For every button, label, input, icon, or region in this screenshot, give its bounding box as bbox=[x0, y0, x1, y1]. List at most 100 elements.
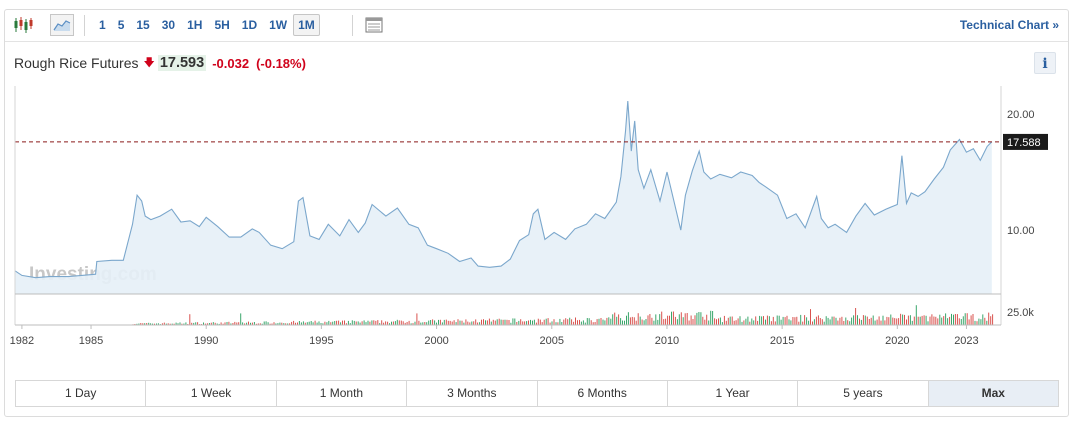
volume-bar bbox=[216, 323, 218, 325]
range-1-year[interactable]: 1 Year bbox=[668, 381, 799, 406]
volume-bar bbox=[504, 319, 506, 325]
volume-bar bbox=[976, 321, 978, 325]
volume-bar bbox=[424, 322, 426, 325]
volume-bar bbox=[347, 320, 349, 325]
volume-bar bbox=[385, 321, 387, 325]
interval-15[interactable]: 15 bbox=[136, 18, 150, 32]
volume-bar bbox=[508, 320, 510, 325]
volume-bar bbox=[220, 322, 222, 325]
volume-bar bbox=[649, 314, 651, 325]
volume-bar bbox=[784, 317, 786, 325]
volume-bar bbox=[806, 317, 808, 325]
volume-bar bbox=[322, 323, 324, 325]
interval-1h[interactable]: 1H bbox=[187, 18, 203, 32]
volume-bar bbox=[547, 318, 549, 325]
interval-1[interactable]: 1 bbox=[99, 18, 106, 32]
volume-bar bbox=[461, 320, 463, 325]
volume-bar bbox=[980, 319, 982, 325]
range-1-week[interactable]: 1 Week bbox=[146, 381, 277, 406]
interval-5[interactable]: 5 bbox=[117, 18, 125, 32]
interval-5h[interactable]: 5H bbox=[214, 18, 230, 32]
volume-bar bbox=[902, 314, 904, 325]
volume-bar bbox=[907, 315, 909, 325]
range-5-years[interactable]: 5 years bbox=[798, 381, 929, 406]
volume-bar bbox=[602, 319, 604, 325]
volume-bar bbox=[459, 320, 461, 325]
volume-bar bbox=[833, 316, 835, 325]
interval-30[interactable]: 30 bbox=[161, 18, 176, 32]
volume-bar bbox=[156, 323, 157, 325]
volume-bar bbox=[761, 316, 763, 325]
volume-bar bbox=[974, 320, 976, 325]
volume-bar bbox=[686, 313, 688, 325]
interval-1w[interactable]: 1W bbox=[269, 18, 288, 32]
range-1-month[interactable]: 1 Month bbox=[277, 381, 408, 406]
volume-bar bbox=[788, 319, 790, 325]
volume-bar bbox=[790, 320, 792, 325]
range-1-day[interactable]: 1 Day bbox=[16, 381, 147, 406]
toolbar-separator bbox=[84, 15, 85, 36]
range-6-months[interactable]: 6 Months bbox=[538, 381, 668, 406]
volume-bar bbox=[741, 321, 743, 325]
area-chart-icon[interactable] bbox=[50, 14, 74, 36]
volume-bar bbox=[968, 319, 970, 325]
candlestick-chart-icon[interactable] bbox=[11, 14, 35, 36]
volume-bar bbox=[745, 318, 747, 325]
volume-bar bbox=[477, 322, 479, 325]
volume-bar bbox=[917, 316, 919, 325]
toolbar-separator bbox=[352, 15, 353, 36]
volume-bar bbox=[418, 320, 420, 325]
volume-bar bbox=[253, 322, 255, 325]
volume-bar bbox=[765, 319, 766, 325]
volume-bar bbox=[416, 313, 418, 325]
volume-bar bbox=[428, 320, 430, 325]
volume-bar bbox=[465, 319, 467, 325]
volume-bar bbox=[430, 320, 432, 325]
range-3-months[interactable]: 3 Months bbox=[407, 381, 538, 406]
volume-bar bbox=[506, 319, 508, 325]
volume-bar bbox=[949, 316, 951, 325]
volume-bar bbox=[279, 322, 281, 325]
volume-tick-label: 25.0k bbox=[1007, 307, 1034, 319]
technical-chart-link[interactable]: Technical Chart » bbox=[959, 18, 1059, 32]
volume-bar bbox=[396, 319, 398, 325]
volume-bar bbox=[285, 323, 287, 325]
volume-bar bbox=[964, 313, 966, 325]
volume-bar bbox=[594, 322, 596, 325]
volume-bar bbox=[510, 322, 512, 325]
volume-bar bbox=[669, 315, 670, 325]
data-table-icon[interactable] bbox=[362, 14, 386, 36]
volume-bar bbox=[845, 317, 847, 325]
volume-bar bbox=[553, 319, 555, 325]
interval-1d[interactable]: 1D bbox=[241, 18, 258, 32]
volume-bar bbox=[710, 310, 712, 325]
volume-bar bbox=[404, 322, 406, 325]
volume-bar bbox=[185, 322, 187, 325]
volume-bar bbox=[318, 321, 320, 325]
x-tick-label: 1990 bbox=[194, 335, 218, 347]
volume-bar bbox=[524, 321, 526, 325]
volume-bar bbox=[463, 322, 465, 325]
volume-bar bbox=[878, 316, 880, 325]
info-icon[interactable]: i bbox=[1034, 52, 1056, 74]
volume-bar bbox=[320, 323, 322, 325]
volume-bar bbox=[453, 320, 455, 325]
volume-bar bbox=[655, 314, 657, 325]
volume-bar bbox=[263, 321, 265, 325]
volume-bar bbox=[563, 319, 565, 325]
range-max[interactable]: Max bbox=[928, 381, 1058, 406]
volume-bar bbox=[704, 319, 706, 325]
volume-bar bbox=[608, 317, 610, 325]
volume-bar bbox=[596, 319, 598, 325]
volume-bar bbox=[291, 321, 293, 325]
volume-bar bbox=[193, 322, 195, 325]
volume-bar bbox=[539, 319, 541, 325]
volume-bar bbox=[457, 319, 459, 325]
volume-bar bbox=[541, 322, 543, 325]
volume-bar bbox=[179, 322, 181, 325]
volume-bar bbox=[398, 320, 400, 325]
interval-1m[interactable]: 1M bbox=[293, 14, 320, 36]
volume-bar bbox=[483, 319, 484, 325]
volume-bar bbox=[420, 322, 422, 325]
